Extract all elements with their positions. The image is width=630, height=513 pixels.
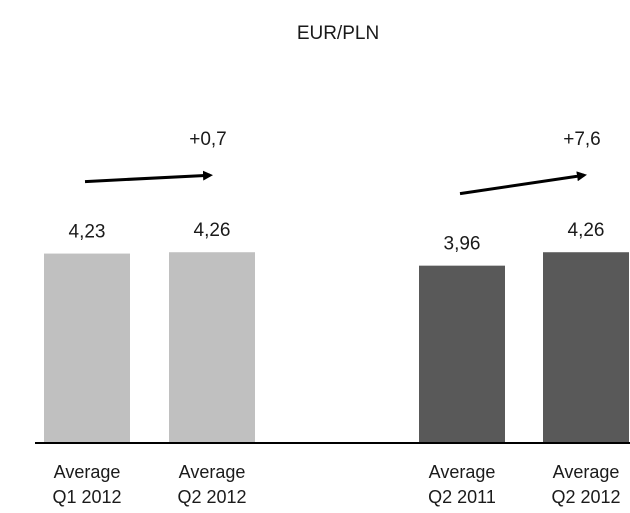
chart-title: EUR/PLN [297,23,379,44]
change-label-2: +7,6 [563,129,601,150]
bar-3 [419,265,505,443]
category-label-1-line-1: Average [54,462,121,482]
value-label-3: 3,96 [444,234,481,255]
change-label-1: +0,7 [189,129,227,150]
bar-1 [44,253,130,443]
category-label-2: Average Q2 2012 [177,462,246,507]
category-label-3-line-2: Q2 2011 [428,487,496,507]
category-label-2-line-2: Q2 2012 [177,487,246,507]
value-label-1: 4,23 [69,222,106,243]
category-label-1-line-2: Q1 2012 [52,487,121,507]
category-label-1: Average Q1 2012 [52,462,121,507]
change-arrows: +0,7 +7,6 [84,129,601,196]
category-label-4-line-2: Q2 2012 [551,487,620,507]
category-label-4: Average Q2 2012 [551,462,620,507]
value-label-2: 4,26 [194,220,231,241]
bar-4 [543,252,629,443]
change-arrow-2 [459,171,587,196]
bar-2 [169,252,255,443]
value-labels: 4,23 4,26 3,96 4,26 [69,220,605,254]
change-arrow-1 [84,170,213,184]
category-label-3-line-1: Average [429,462,496,482]
category-label-3: Average Q2 2011 [428,462,496,507]
category-label-2-line-1: Average [179,462,246,482]
category-labels: Average Q1 2012 Average Q2 2012 Average Q2 20… [52,462,620,507]
category-label-4-line-1: Average [553,462,620,482]
value-label-4: 4,26 [568,220,605,241]
bars [44,252,629,443]
